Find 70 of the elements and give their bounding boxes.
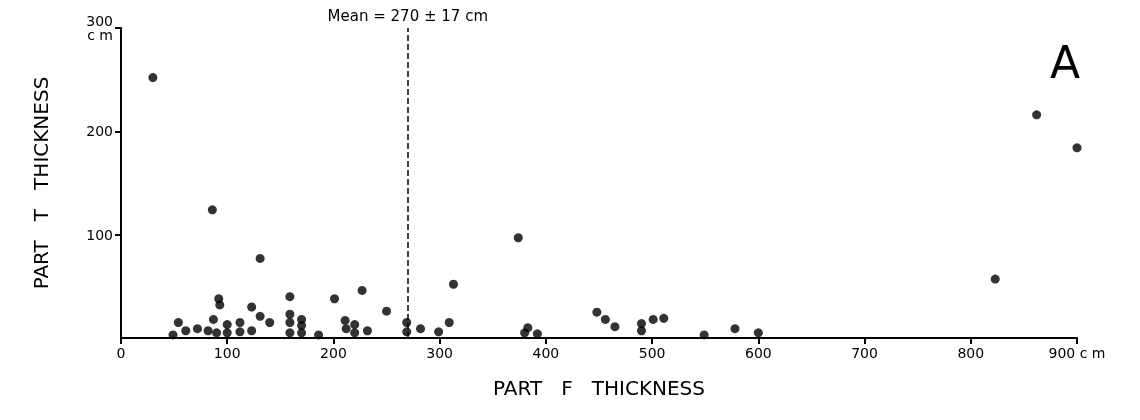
point bbox=[341, 324, 351, 334]
point bbox=[357, 285, 367, 295]
x-tick-label: 800 bbox=[957, 345, 985, 361]
y-tick-label: 100 bbox=[86, 226, 113, 243]
x-tick-label: 300 bbox=[426, 345, 454, 361]
point bbox=[222, 328, 232, 338]
point bbox=[448, 279, 458, 289]
point bbox=[444, 318, 454, 327]
point bbox=[416, 324, 426, 334]
y-tick-label: 300 c m bbox=[86, 13, 113, 43]
point bbox=[173, 318, 183, 327]
point bbox=[285, 292, 295, 302]
point bbox=[297, 328, 307, 338]
point bbox=[285, 318, 295, 327]
x-axis-title: PART F THICKNESS bbox=[493, 376, 705, 400]
point bbox=[247, 302, 257, 312]
point bbox=[610, 322, 620, 332]
point bbox=[148, 73, 158, 83]
point bbox=[340, 315, 350, 325]
point bbox=[592, 307, 602, 317]
point bbox=[699, 330, 709, 340]
point bbox=[297, 321, 307, 331]
point bbox=[600, 314, 610, 324]
x-tick-label: 0 bbox=[116, 345, 126, 361]
x-tick-label: 100 bbox=[213, 345, 241, 361]
ref-line-label: Mean = 270 ± 17 cm bbox=[327, 6, 489, 25]
x-tick-label: 700 bbox=[851, 345, 878, 361]
point bbox=[1032, 110, 1042, 120]
point bbox=[434, 327, 444, 337]
point bbox=[285, 309, 295, 319]
point bbox=[362, 326, 372, 336]
point bbox=[753, 328, 763, 338]
point bbox=[247, 326, 257, 336]
x-tick-label: 500 bbox=[638, 345, 666, 361]
point bbox=[382, 306, 392, 316]
point bbox=[212, 328, 222, 338]
x-tick-label: 200 bbox=[320, 345, 347, 361]
point bbox=[208, 314, 218, 324]
x-tick-label: 400 bbox=[532, 345, 560, 361]
point bbox=[990, 274, 1000, 284]
point bbox=[730, 324, 740, 334]
point bbox=[203, 326, 213, 336]
point bbox=[637, 319, 646, 329]
x-tick-label: 600 bbox=[744, 345, 772, 361]
x-tick-label: 900 c m bbox=[1048, 345, 1106, 361]
point bbox=[215, 300, 225, 310]
point bbox=[648, 314, 658, 324]
point bbox=[513, 233, 523, 243]
point bbox=[255, 311, 265, 321]
point bbox=[265, 318, 275, 327]
point bbox=[330, 294, 340, 304]
point bbox=[1072, 143, 1082, 153]
point bbox=[350, 328, 360, 338]
point bbox=[350, 320, 360, 330]
point bbox=[235, 327, 245, 337]
point bbox=[659, 313, 669, 323]
point bbox=[255, 253, 265, 263]
point bbox=[523, 323, 533, 333]
point bbox=[192, 324, 202, 334]
point bbox=[235, 318, 245, 327]
point bbox=[314, 330, 324, 340]
y-axis-title: PART T THICKNESS bbox=[29, 76, 53, 290]
point bbox=[637, 326, 646, 336]
point bbox=[168, 330, 178, 340]
point bbox=[285, 328, 295, 338]
point bbox=[181, 326, 191, 336]
annotation: A bbox=[1049, 36, 1081, 88]
point bbox=[207, 205, 217, 215]
point bbox=[222, 320, 232, 330]
y-tick-label: 200 bbox=[86, 123, 113, 140]
